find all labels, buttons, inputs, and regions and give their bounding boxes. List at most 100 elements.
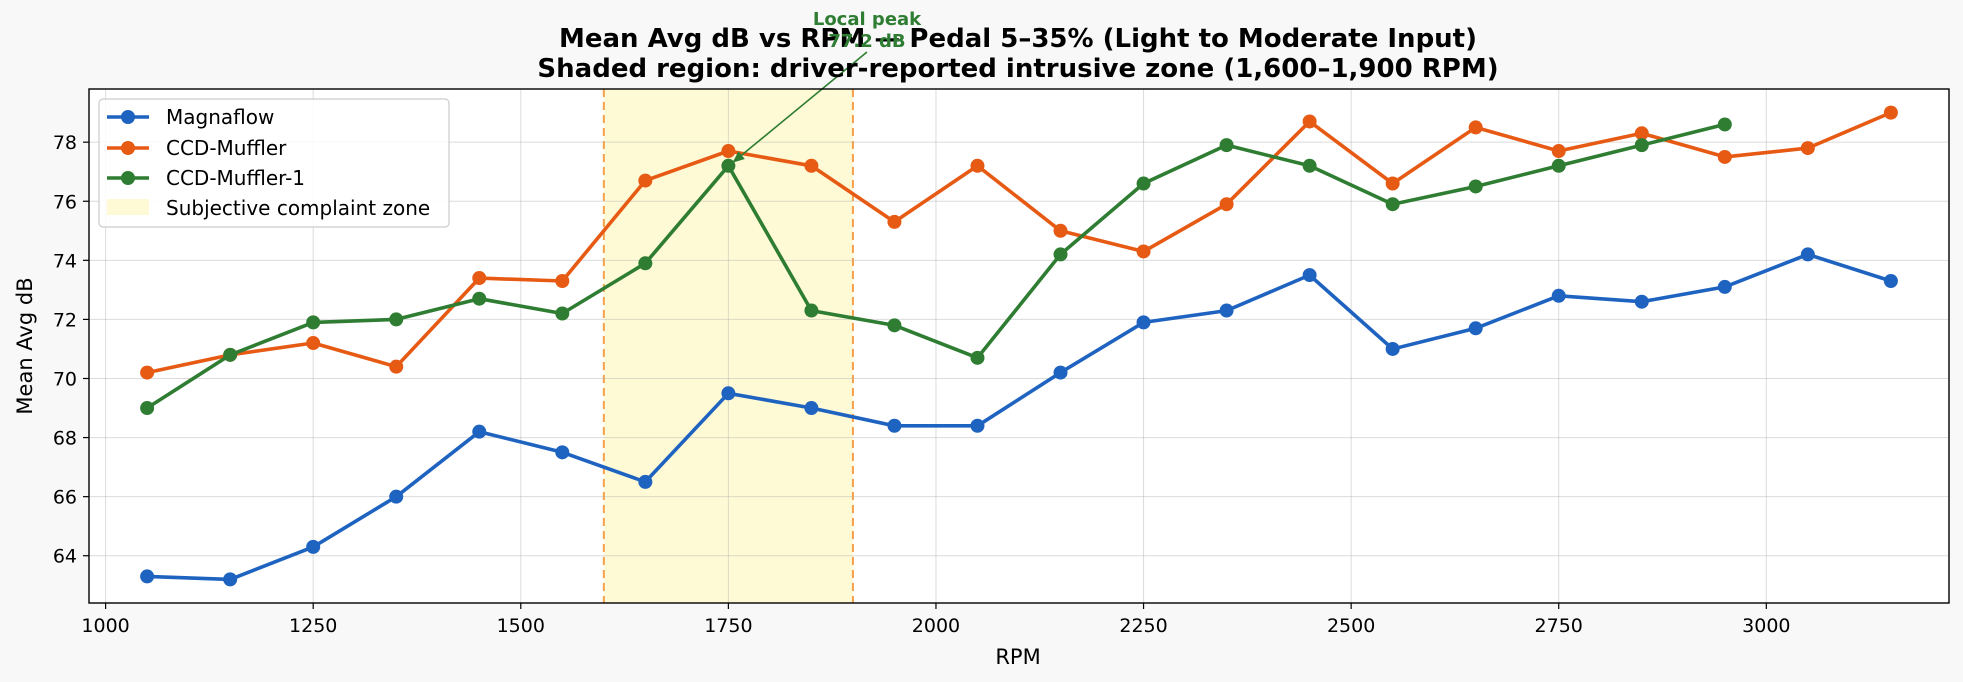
data-point-ccd-muffler-1	[389, 312, 404, 327]
data-point-ccd-muffler-1	[223, 347, 238, 362]
series-line-ccd-muffler-1	[146, 122, 1726, 410]
data-point-magnaflow	[223, 572, 238, 587]
annotation-arrowhead	[732, 151, 745, 163]
peak-annotation	[731, 51, 868, 164]
legend-label-ccd-muffler-1: CCD-Muffler-1	[166, 166, 305, 190]
data-point-ccd-muffler	[970, 158, 985, 173]
x-tick-label: 3000	[1742, 615, 1790, 637]
data-point-ccd-muffler	[472, 271, 487, 286]
data-point-ccd-muffler-1	[638, 256, 653, 271]
data-point-ccd-muffler	[1634, 126, 1649, 141]
data-point-magnaflow	[306, 539, 321, 554]
data-point-ccd-muffler	[1717, 149, 1732, 164]
data-point-ccd-muffler-1	[721, 158, 736, 173]
data-point-ccd-muffler	[1385, 176, 1400, 191]
data-point-ccd-muffler	[721, 144, 736, 159]
series-line-ccd-muffler	[146, 110, 1892, 375]
data-point-magnaflow	[887, 418, 902, 433]
annotation-text-line2: 77.2 dB	[828, 31, 905, 52]
x-tick-label: 1250	[289, 615, 337, 637]
data-point-magnaflow	[1385, 341, 1400, 356]
chart-title: Mean Avg dB vs RPM — Pedal 5–35% (Light …	[559, 24, 1477, 54]
data-point-magnaflow	[1551, 288, 1566, 303]
data-point-ccd-muffler-1	[1302, 158, 1317, 173]
x-tick-label: 2250	[1119, 615, 1167, 637]
data-point-magnaflow	[1302, 268, 1317, 283]
data-point-magnaflow	[140, 569, 155, 584]
data-point-ccd-muffler-1	[970, 350, 985, 365]
data-point-magnaflow	[721, 386, 736, 401]
data-point-ccd-muffler	[555, 274, 570, 289]
data-point-magnaflow	[1219, 303, 1234, 318]
data-point-magnaflow	[1634, 294, 1649, 309]
x-tick-label: 1750	[704, 615, 752, 637]
data-point-ccd-muffler-1	[140, 401, 155, 416]
legend-label-complaint-zone: Subjective complaint zone	[166, 196, 430, 220]
data-point-ccd-muffler	[389, 359, 404, 374]
data-point-magnaflow	[1800, 247, 1815, 262]
data-point-ccd-muffler-1	[306, 315, 321, 330]
data-point-ccd-muffler-1	[1053, 247, 1068, 262]
data-point-ccd-muffler-1	[1219, 138, 1234, 153]
data-point-ccd-muffler	[887, 214, 902, 229]
legend-label-magnaflow: Magnaflow	[166, 105, 274, 129]
series-ccd-muffler	[140, 105, 1898, 380]
y-tick-label: 78	[53, 132, 77, 154]
y-tick-label: 76	[53, 191, 77, 213]
y-axis-label: Mean Avg dB	[13, 277, 37, 414]
data-point-ccd-muffler	[140, 365, 155, 380]
x-tick-label: 1000	[81, 615, 129, 637]
y-tick-label: 70	[53, 368, 77, 390]
data-point-ccd-muffler	[306, 336, 321, 351]
legend-marker-ccd-muffler	[121, 141, 135, 155]
legend: Magnaflow CCD-Muffler CCD-Muffler-1 Subj…	[98, 98, 450, 228]
legend-box	[98, 98, 450, 228]
y-tick-label: 72	[53, 309, 77, 331]
data-point-ccd-muffler-1	[1136, 176, 1151, 191]
data-point-ccd-muffler-1	[1551, 158, 1566, 173]
data-point-magnaflow	[1717, 279, 1732, 294]
x-tick-label: 1500	[497, 615, 545, 637]
data-point-ccd-muffler-1	[472, 291, 487, 306]
plot-frame	[88, 88, 1950, 604]
chart-subtitle: Shaded region: driver-reported intrusive…	[537, 54, 1498, 84]
data-point-ccd-muffler-1	[1634, 138, 1649, 153]
x-axis-label: RPM	[995, 645, 1040, 669]
data-point-magnaflow	[555, 445, 570, 460]
data-point-magnaflow	[389, 489, 404, 504]
data-point-ccd-muffler	[804, 158, 819, 173]
data-point-magnaflow	[1468, 321, 1483, 336]
x-tick-label: 2750	[1535, 615, 1583, 637]
y-tick-label: 68	[53, 428, 77, 450]
legend-swatch-complaint-zone	[107, 199, 149, 215]
data-point-ccd-muffler	[1551, 144, 1566, 159]
data-point-ccd-muffler-1	[887, 318, 902, 333]
data-point-magnaflow	[1883, 274, 1898, 289]
x-tick-label: 2000	[912, 615, 960, 637]
data-point-ccd-muffler	[1800, 141, 1815, 156]
data-point-ccd-muffler	[1136, 244, 1151, 259]
x-tick-label: 2500	[1327, 615, 1375, 637]
data-point-ccd-muffler-1	[1468, 179, 1483, 194]
data-point-magnaflow	[970, 418, 985, 433]
data-point-ccd-muffler-1	[1385, 197, 1400, 212]
data-point-ccd-muffler-1	[1717, 117, 1732, 132]
data-point-magnaflow	[804, 401, 819, 416]
data-point-ccd-muffler	[1219, 197, 1234, 212]
data-point-magnaflow	[638, 474, 653, 489]
y-tick-label: 64	[53, 546, 77, 568]
data-point-magnaflow	[472, 424, 487, 439]
data-point-magnaflow	[1053, 365, 1068, 380]
data-point-ccd-muffler	[1053, 223, 1068, 238]
data-point-ccd-muffler	[638, 173, 653, 188]
annotation-arrow	[731, 51, 868, 164]
series-line-magnaflow	[147, 252, 1892, 582]
data-point-ccd-muffler-1	[555, 306, 570, 321]
legend-marker-ccd-muffler-1	[121, 171, 135, 185]
y-tick-label: 66	[53, 487, 77, 509]
legend-label-ccd-muffler: CCD-Muffler	[166, 136, 287, 160]
axis-ticks: 1000 1250 1500 1750 2000 2250 2500 2750 3000 64 66…	[53, 132, 1791, 637]
annotation-text-line1: Local peak	[813, 9, 922, 30]
series-lines	[140, 105, 1898, 587]
